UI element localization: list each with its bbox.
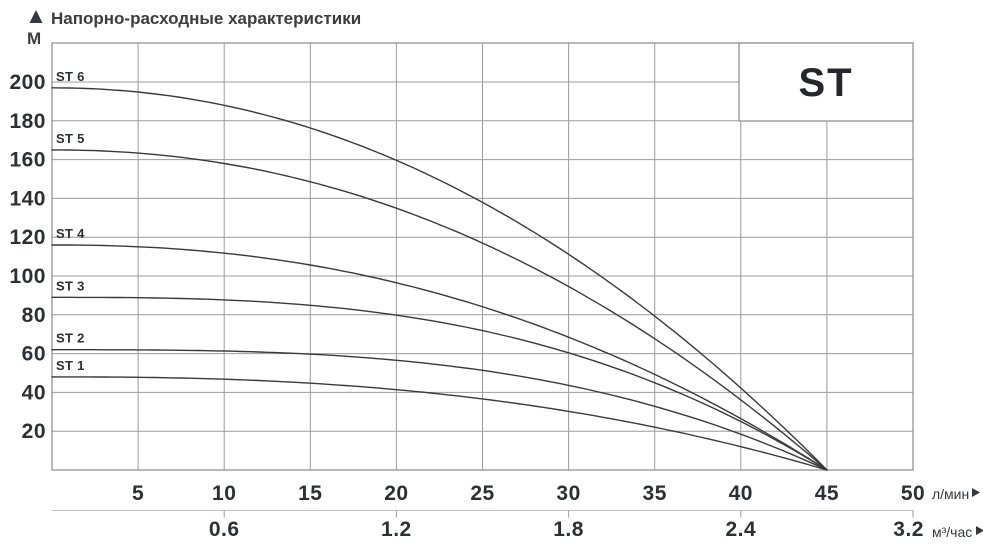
x-tick-label: 40 — [729, 482, 753, 505]
x-axis-secondary-unit-label: м³/час — [932, 524, 972, 540]
curve-label-st-6: ST 6 — [56, 69, 85, 84]
curve-label-st-1: ST 1 — [56, 358, 85, 373]
x-tick-label: 45 — [815, 482, 839, 505]
curve-st-6 — [51, 87, 828, 471]
x-secondary-tick-label: 2.4 — [725, 518, 756, 541]
family-label-box-frame — [738, 42, 914, 122]
family-label-box: ST — [738, 42, 914, 122]
curve-st-2 — [51, 349, 828, 471]
y-tick-label: 120 — [9, 226, 46, 249]
chart-title: Напорно-расходные характеристики — [51, 9, 361, 28]
x-tick-labels: 5 10 15 20 25 30 35 40 45 50 — [132, 482, 925, 505]
x-tick-label: 50 — [901, 482, 925, 505]
y-tick-label: 200 — [9, 71, 46, 94]
y-tick-label: 60 — [22, 343, 46, 366]
curve-st-5 — [51, 149, 828, 471]
arrow-up-icon — [29, 10, 43, 23]
grid — [51, 42, 914, 471]
y-tick-label: 40 — [22, 381, 46, 404]
arrow-right-icon — [972, 488, 980, 497]
x-tick-label: 35 — [643, 482, 667, 505]
curve-label-st-3: ST 3 — [56, 278, 85, 293]
curve-st-4 — [51, 244, 828, 471]
curve-label-st-4: ST 4 — [56, 226, 85, 241]
x-secondary-tick-label: 3.2 — [893, 518, 924, 541]
y-tick-label: 180 — [9, 110, 46, 133]
y-tick-label: 20 — [22, 420, 46, 443]
y-axis-unit-label: М — [27, 29, 41, 48]
y-tick-label: 80 — [22, 304, 46, 327]
x-secondary-axis: 0.6 1.2 1.8 2.4 3.2 — [52, 510, 924, 541]
y-tick-label: 100 — [9, 265, 46, 288]
x-secondary-tick-label: 1.2 — [381, 518, 412, 541]
x-tick-label: 5 — [132, 482, 144, 505]
curve-label-st-5: ST 5 — [56, 131, 85, 146]
x-tick-label: 20 — [384, 482, 408, 505]
curves — [51, 87, 828, 471]
plot-border — [51, 42, 914, 471]
curve-st-3 — [51, 296, 828, 471]
curve-st-1 — [51, 376, 828, 471]
x-secondary-tick-label: 0.6 — [209, 518, 240, 541]
curve-labels: ST 1 ST 2 ST 3 ST 4 ST 5 ST 6 — [56, 69, 85, 373]
x-tick-label: 25 — [470, 482, 494, 505]
family-label: ST — [798, 61, 853, 105]
x-tick-label: 30 — [556, 482, 580, 505]
x-tick-label: 10 — [212, 482, 236, 505]
x-tick-label: 15 — [298, 482, 322, 505]
x-axis-unit-label: л/мин — [932, 486, 969, 502]
arrow-right-icon-2 — [976, 526, 983, 535]
y-tick-labels: 20 40 60 80 100 120 140 160 180 200 — [9, 71, 46, 443]
y-tick-label: 140 — [9, 187, 46, 210]
y-tick-label: 160 — [9, 149, 46, 172]
x-secondary-tick-label: 1.8 — [553, 518, 584, 541]
curve-label-st-2: ST 2 — [56, 331, 85, 346]
